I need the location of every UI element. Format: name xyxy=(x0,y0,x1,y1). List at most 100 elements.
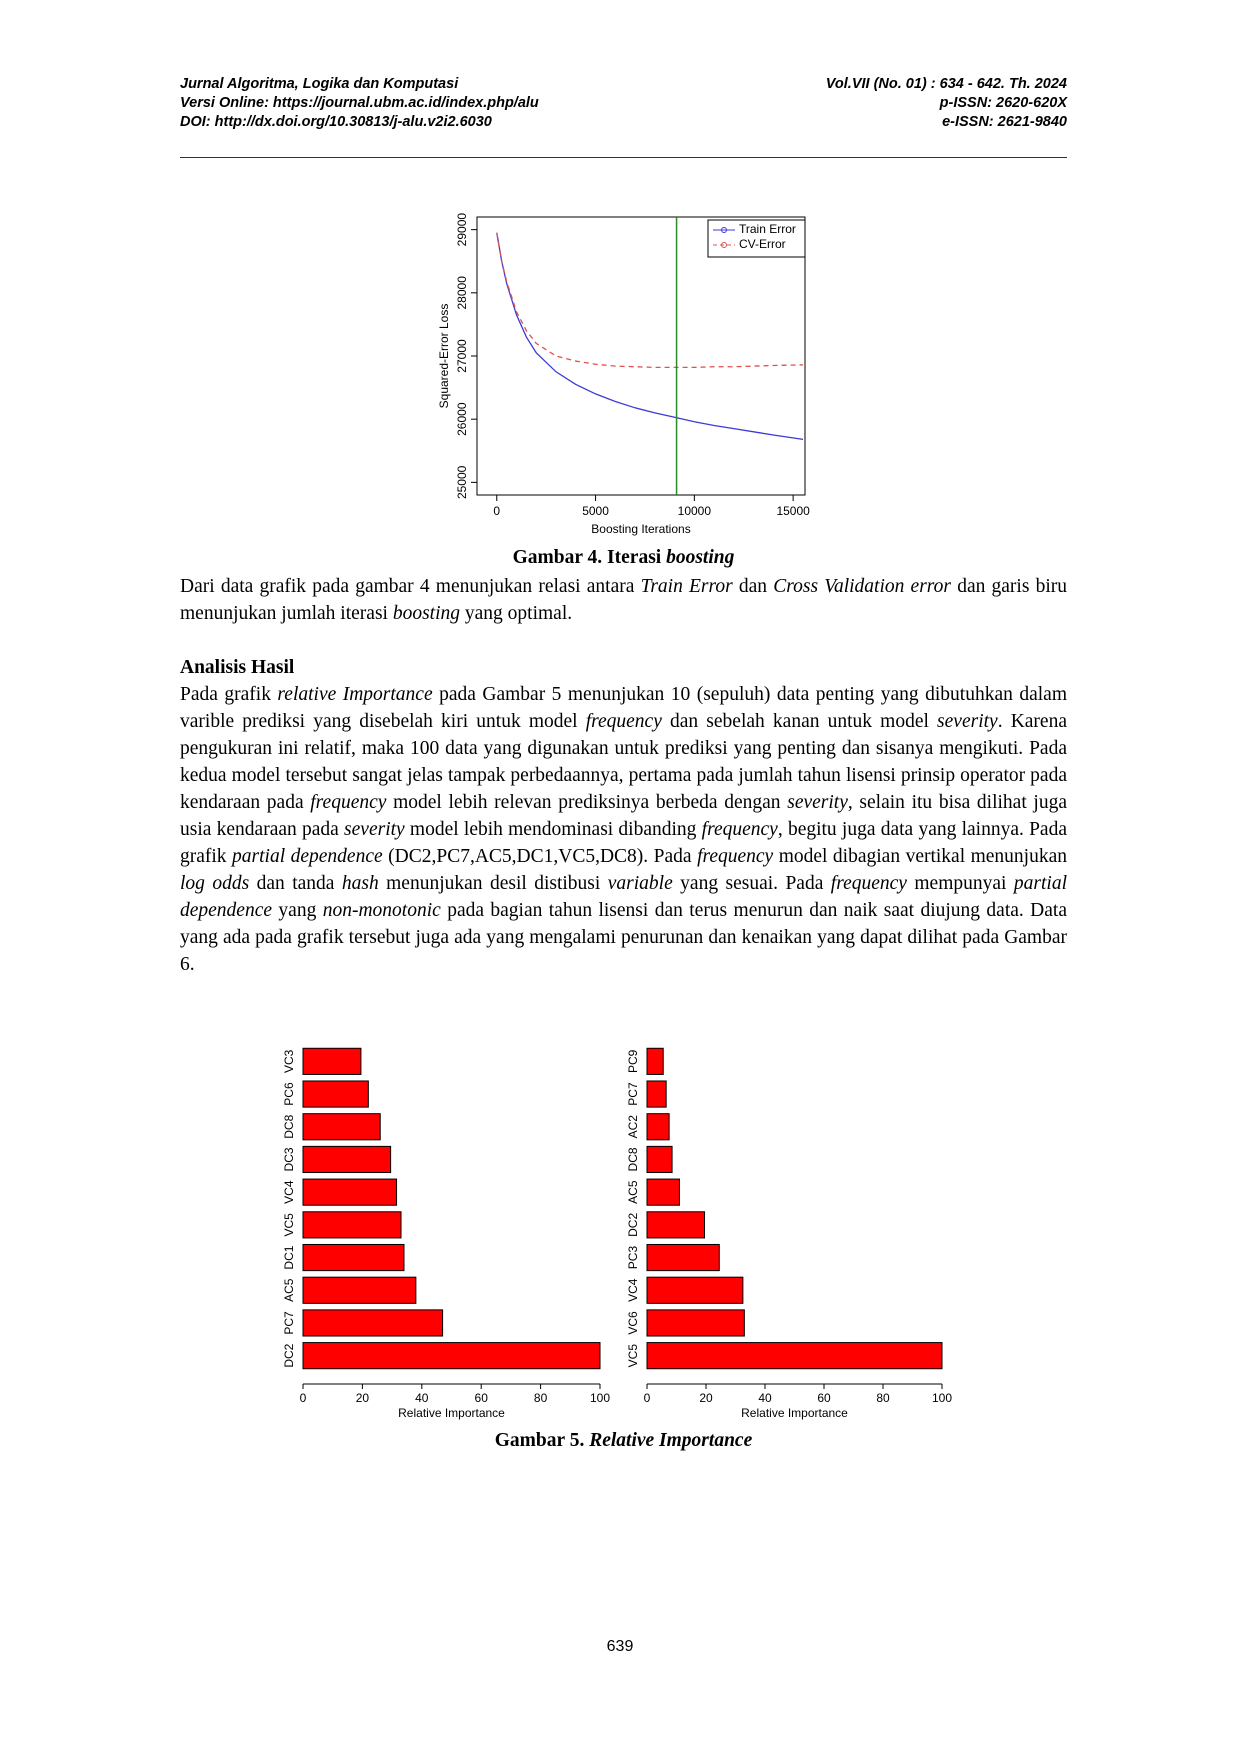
italic-run: severity xyxy=(787,792,848,813)
header-left: Jurnal Algoritma, Logika dan Komputasi V… xyxy=(180,75,539,132)
bar xyxy=(646,1080,667,1108)
y-tick-label: AC5 xyxy=(626,1180,640,1204)
e-issn: e-ISSN: 2621-9840 xyxy=(942,114,1067,130)
y-tick-label: DC8 xyxy=(626,1147,640,1171)
italic-run: variable xyxy=(607,873,673,894)
y-tick-label: PC6 xyxy=(282,1082,296,1106)
bar xyxy=(646,1047,664,1075)
x-tick-label: 40 xyxy=(758,1391,772,1405)
text-run: dan xyxy=(732,576,774,597)
text-run: , begitu juga data yang lainnya. Pada gr… xyxy=(180,819,1067,867)
legend-label: CV-Error xyxy=(739,237,786,251)
text-run: dan sebelah kanan untuk model xyxy=(661,711,938,732)
italic-run: relative Importance xyxy=(277,684,433,705)
y-tick-label: 28000 xyxy=(455,276,469,310)
paragraph: Dari data grafik pada gambar 4 menunjuka… xyxy=(180,573,1067,627)
italic-run: Cross Validation error xyxy=(773,576,952,597)
x-tick-label: 0 xyxy=(300,1391,307,1405)
paragraph: Pada grafik relative Importance pada Gam… xyxy=(180,681,1067,978)
bar xyxy=(646,1145,673,1174)
x-tick-label: 40 xyxy=(415,1391,429,1405)
y-tick-label: AC5 xyxy=(282,1278,296,1302)
text-run: . Karena pengukuran ini relatif, maka 10… xyxy=(180,711,1067,813)
text-run: mempunyai xyxy=(906,873,1014,894)
bar xyxy=(302,1243,405,1272)
text-run: , selain itu bisa dilihat juga usia kend… xyxy=(180,792,1067,840)
series-line xyxy=(496,232,804,369)
italic-run: log odds xyxy=(180,873,250,894)
journal-doi: DOI: http://dx.doi.org/10.30813/j-alu.v2… xyxy=(180,114,492,130)
legend-marker xyxy=(721,227,727,233)
text-run: Dari data grafik pada gambar 4 menunjuka… xyxy=(180,576,641,597)
bar xyxy=(646,1211,706,1239)
y-tick-label: VC6 xyxy=(626,1311,640,1335)
legend-box xyxy=(707,219,806,258)
text-run: menunjukan desil distibusi xyxy=(378,873,608,894)
bar xyxy=(302,1178,398,1206)
italic-run: severity xyxy=(937,711,998,732)
bar xyxy=(646,1113,670,1141)
bar xyxy=(302,1080,369,1108)
text-run: (DC2,PC7,AC5,DC1,VC5,DC8). Pada xyxy=(382,846,698,867)
y-tick-label: 27000 xyxy=(455,339,469,373)
y-tick-label: DC1 xyxy=(282,1245,296,1269)
x-tick-label: 5000 xyxy=(582,504,609,518)
y-tick-label: DC3 xyxy=(282,1147,296,1171)
bar xyxy=(302,1113,381,1141)
x-axis-label: Relative Importance xyxy=(398,1406,505,1420)
text-run: Gambar 5. xyxy=(494,1430,590,1451)
x-tick-label: 20 xyxy=(699,1391,713,1405)
x-tick-label: 60 xyxy=(475,1391,489,1405)
caption: Gambar 4. Iterasi boosting xyxy=(180,547,1067,569)
text-run: yang sesuai. Pada xyxy=(672,873,831,894)
text-run: model lebih relevan prediksinya berbeda … xyxy=(386,792,788,813)
y-tick-label: VC4 xyxy=(626,1278,640,1302)
italic-run: boosting xyxy=(392,603,461,624)
y-tick-label: AC2 xyxy=(626,1115,640,1139)
text-run: pada Gambar 5 menunjukan 10 (sepuluh) da… xyxy=(180,684,1067,732)
y-tick-label: 26000 xyxy=(455,402,469,436)
section-heading: Analisis Hasil xyxy=(180,657,295,678)
italic-run: non-monotonic xyxy=(322,900,441,921)
text-run: model dibagian vertikal menunjukan xyxy=(773,846,1068,867)
x-axis-label: Boosting Iterations xyxy=(591,522,690,536)
text-run: model lebih mendominasi dibanding xyxy=(404,819,702,840)
y-tick-label: VC5 xyxy=(282,1213,296,1237)
bar xyxy=(302,1211,402,1239)
text-run: pada bagian tahun lisensi dan terus menu… xyxy=(180,900,1067,975)
x-tick-label: 100 xyxy=(932,1391,952,1405)
text-run: yang optimal. xyxy=(460,603,573,624)
header-rule xyxy=(180,157,1067,158)
x-tick-label: 0 xyxy=(644,1391,651,1405)
italic-run: frequency xyxy=(830,873,907,894)
y-tick-label: DC2 xyxy=(282,1343,296,1367)
text-run: dan garis biru menunjukan jumlah iterasi xyxy=(180,576,1068,624)
bar xyxy=(302,1276,417,1304)
y-tick-label: PC9 xyxy=(626,1049,640,1073)
bar xyxy=(646,1178,680,1206)
x-tick-label: 10000 xyxy=(678,504,712,518)
y-tick-label: VC3 xyxy=(282,1049,296,1073)
text-run: yang xyxy=(272,900,323,921)
bar xyxy=(646,1309,745,1337)
x-tick-label: 80 xyxy=(876,1391,890,1405)
y-tick-label: 29000 xyxy=(455,213,469,247)
italic-run: boosting xyxy=(666,547,735,568)
x-tick-label: 80 xyxy=(534,1391,548,1405)
italic-run: frequency xyxy=(585,711,662,732)
y-tick-label: 25000 xyxy=(455,465,469,499)
caption: Gambar 5. Relative Importance xyxy=(180,1430,1067,1452)
bar xyxy=(302,1309,444,1337)
italic-run: Relative Importance xyxy=(589,1430,753,1451)
legend-label: Train Error xyxy=(739,222,796,236)
journal-name: Jurnal Algoritma, Logika dan Komputasi xyxy=(180,76,459,92)
italic-run: severity xyxy=(344,819,405,840)
x-axis-label: Relative Importance xyxy=(741,1406,848,1420)
y-tick-label: PC3 xyxy=(626,1246,640,1270)
x-tick-label: 60 xyxy=(817,1391,831,1405)
y-tick-label: VC4 xyxy=(282,1180,296,1204)
y-tick-label: PC7 xyxy=(282,1311,296,1335)
italic-run: hash xyxy=(341,873,379,894)
italic-run: partial dependence xyxy=(180,873,1067,921)
text-run: dan tanda xyxy=(249,873,342,894)
